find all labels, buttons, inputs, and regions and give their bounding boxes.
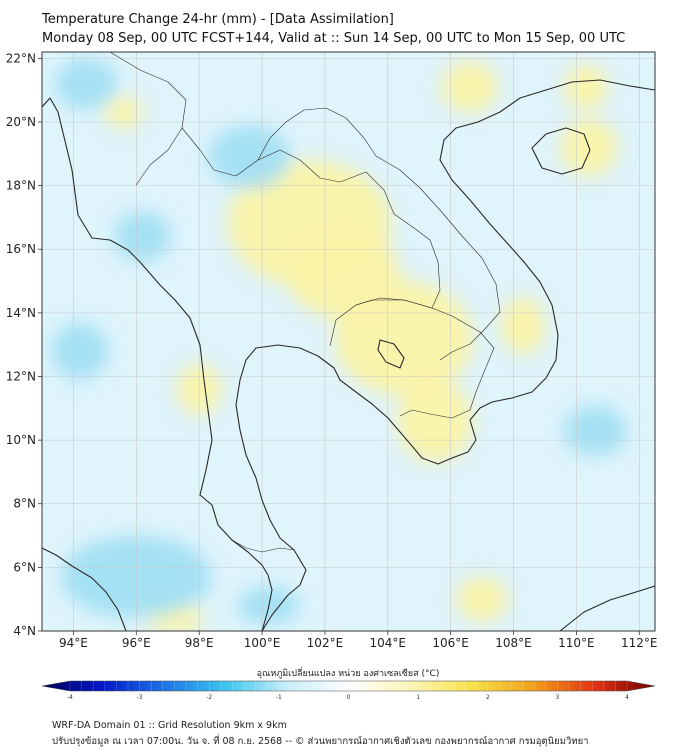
lon-tick-label: 96°E <box>122 636 151 650</box>
colorbar-tick-label: -4 <box>67 694 73 701</box>
cambodia-border <box>355 299 495 419</box>
malaysia-border <box>231 539 295 553</box>
gulf-thailand-coastline <box>235 344 493 631</box>
colorbar-ticks: -4 -3 -2 -1 0 1 2 3 4 <box>67 681 629 701</box>
cool-anomaly-5 <box>51 322 109 380</box>
coastlines-borders <box>42 79 655 631</box>
sumatra-coastline <box>42 547 127 631</box>
lat-tick-label: 20°N <box>6 115 36 129</box>
lat-tick-label: 8°N <box>13 497 36 511</box>
thailand-border <box>181 127 441 347</box>
axis-ticks: 94°E 96°E 98°E 100°E 102°E 104°E 106°E 108°E 110… <box>6 51 658 650</box>
lon-tick-label: 106°E <box>432 636 469 650</box>
warm-anomaly-2 <box>397 379 473 463</box>
lat-tick-label: 16°N <box>6 242 36 256</box>
warm-anomaly-10 <box>456 576 508 622</box>
country-borders <box>109 52 501 553</box>
warm-anomaly-4 <box>441 61 498 113</box>
cool-anomaly-1 <box>208 125 291 189</box>
lon-tick-label: 100°E <box>244 636 281 650</box>
model-info: WRF-DA Domain 01 :: Grid Resolution 9km … <box>52 720 287 731</box>
laos-border <box>257 107 501 361</box>
graticule <box>42 52 655 631</box>
myanmar-china-border <box>109 52 187 186</box>
lon-tick-label: 94°E <box>59 636 88 650</box>
lon-tick-label: 104°E <box>370 636 407 650</box>
map-title: Temperature Change 24-hr (mm) - [Data As… <box>42 12 394 27</box>
lat-tick-label: 18°N <box>6 179 36 193</box>
colorbar-title: อุณหภูมิเปลี่ยนแปลง หน่วย องศาเซลเซียส (… <box>257 666 440 679</box>
cool-anomaly-4 <box>563 405 627 457</box>
warm-anomaly-3 <box>287 230 401 320</box>
colorbar-tick-label: 4 <box>625 694 629 701</box>
lon-tick-label: 112°E <box>621 636 658 650</box>
warm-anomaly-6 <box>500 296 545 355</box>
colorbar-tick-label: -2 <box>206 694 212 701</box>
colorbar-scale <box>41 680 656 692</box>
cool-anomaly-6 <box>114 211 171 262</box>
warm-anomaly-11 <box>104 96 143 129</box>
colorbar-tick-label: 2 <box>486 694 490 701</box>
colorbar: -4 -3 -2 -1 0 1 2 3 4 <box>41 680 656 701</box>
lon-tick-label: 102°E <box>307 636 344 650</box>
warm-anomaly-7 <box>563 64 608 110</box>
map-plot-area <box>42 52 655 631</box>
cool-anomaly-2 <box>54 58 118 110</box>
lon-tick-label: 110°E <box>558 636 595 650</box>
lat-tick-label: 6°N <box>13 560 36 574</box>
colorbar-tick-label: 3 <box>555 694 559 701</box>
colorbar-tick-label: 1 <box>416 694 420 701</box>
tonle-sap-lake <box>377 339 405 369</box>
lat-tick-label: 14°N <box>6 306 36 320</box>
colorbar-tick-label: 0 <box>347 694 351 701</box>
map-subtitle: Monday 08 Sep, 00 UTC FCST+144, Valid at… <box>42 31 626 46</box>
lat-tick-label: 22°N <box>6 51 36 65</box>
andaman-coastline <box>42 97 273 631</box>
vietnam-coastline <box>439 79 655 403</box>
colorbar-tick-label: -3 <box>137 694 143 701</box>
update-credit: ปรับปรุงข้อมูล ณ เวลา 07:00น. วัน จ. ที่… <box>52 736 589 747</box>
lat-tick-label: 12°N <box>6 369 36 383</box>
lat-tick-label: 10°N <box>6 433 36 447</box>
borneo-coastline <box>559 585 655 631</box>
map-frame <box>41 51 656 632</box>
lon-tick-label: 98°E <box>185 636 214 650</box>
hainan-island <box>531 127 591 175</box>
lat-tick-label: 4°N <box>13 624 36 638</box>
lon-tick-label: 108°E <box>495 636 532 650</box>
colorbar-tick-label: -1 <box>276 694 282 701</box>
